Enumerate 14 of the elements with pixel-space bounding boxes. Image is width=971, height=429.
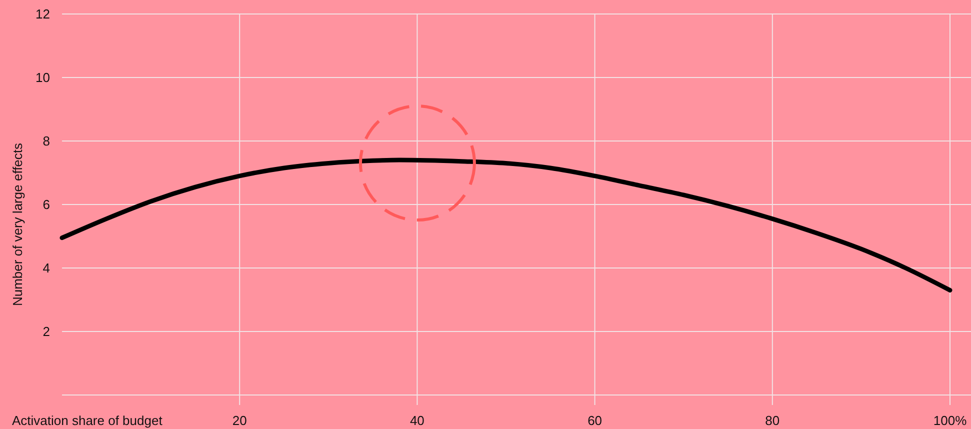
- y-tick-label: 2: [42, 324, 50, 340]
- x-tick-label: 20: [232, 413, 247, 428]
- y-tick-label: 12: [36, 6, 50, 22]
- y-tick-label: 6: [42, 197, 50, 212]
- x-tick-label: 40: [410, 413, 424, 428]
- y-tick-label: 10: [36, 70, 50, 86]
- x-tick-label: 80: [765, 413, 780, 428]
- x-axis-title: Activation share of budget: [12, 413, 163, 428]
- y-tick-label: 8: [42, 134, 50, 149]
- x-tick-label: 100%: [933, 413, 968, 428]
- line-series: [60, 158, 952, 292]
- x-tick-label: 60: [588, 413, 602, 428]
- y-axis-title: Number of very large effects: [10, 142, 25, 306]
- y-tick-label: 4: [42, 260, 50, 276]
